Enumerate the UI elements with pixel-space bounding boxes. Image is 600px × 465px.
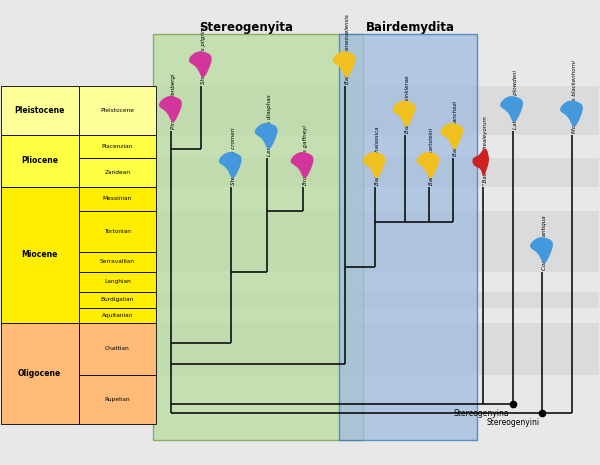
Text: Bairdemydita: Bairdemydita — [366, 21, 455, 34]
Bar — [79, 307, 157, 323]
Polygon shape — [501, 97, 522, 121]
Text: Rupelian: Rupelian — [104, 397, 130, 402]
Text: Latentemys plowdeni: Latentemys plowdeni — [512, 70, 518, 129]
Text: Bairdemys sanchezi: Bairdemys sanchezi — [452, 101, 458, 156]
Text: Serravallian: Serravallian — [100, 259, 135, 264]
Text: Piacenzian: Piacenzian — [102, 144, 133, 149]
Text: Cordichelys antiqua: Cordichelys antiqua — [542, 215, 547, 270]
Text: Bairdemys thalassica: Bairdemys thalassica — [375, 126, 380, 185]
Bar — [1, 135, 79, 186]
Text: Aquitanian: Aquitanian — [102, 313, 133, 318]
Polygon shape — [190, 52, 211, 77]
Bar — [1, 323, 599, 375]
Text: Stereogenyina: Stereogenyina — [454, 409, 509, 418]
Bar — [1, 186, 79, 323]
Bar — [154, 34, 363, 440]
Text: Stereogenys cromeri: Stereogenys cromeri — [231, 127, 236, 185]
Bar — [1, 323, 79, 424]
Bar — [79, 86, 157, 135]
Bar — [339, 34, 476, 440]
Bar — [79, 375, 157, 424]
Text: Langhian: Langhian — [104, 279, 131, 284]
Bar — [79, 135, 157, 158]
Text: Zandean: Zandean — [104, 170, 130, 175]
Bar — [79, 186, 157, 211]
Bar — [79, 272, 157, 292]
Text: Pleistocene: Pleistocene — [100, 108, 134, 113]
Polygon shape — [473, 149, 488, 175]
Bar — [79, 292, 157, 307]
Polygon shape — [393, 101, 415, 126]
Polygon shape — [363, 153, 385, 178]
Text: "Bairdemys" healeyorum: "Bairdemys" healeyorum — [482, 116, 488, 185]
Text: Pleistocene: Pleistocene — [14, 106, 65, 115]
Text: Burdigalian: Burdigalian — [101, 297, 134, 302]
Polygon shape — [160, 97, 181, 121]
Text: Brontochelys gaffneyi: Brontochelys gaffneyi — [303, 125, 308, 185]
Bar — [79, 323, 157, 375]
Text: Mogharemys blackenhorni: Mogharemys blackenhorni — [572, 60, 577, 133]
Text: Bairdemys hartsteini: Bairdemys hartsteini — [429, 128, 434, 185]
Text: Chattian: Chattian — [105, 346, 130, 352]
Polygon shape — [531, 238, 552, 263]
Polygon shape — [292, 153, 313, 178]
Bar — [79, 211, 157, 252]
Text: Tortonian: Tortonian — [104, 229, 131, 234]
Bar — [1, 252, 599, 272]
Polygon shape — [561, 101, 582, 126]
Polygon shape — [333, 52, 355, 77]
Polygon shape — [417, 153, 439, 178]
Bar — [79, 158, 157, 186]
Bar — [1, 211, 599, 252]
Text: Messinian: Messinian — [103, 197, 132, 201]
Text: Bairdemys winklerae: Bairdemys winklerae — [405, 76, 410, 133]
Bar — [79, 252, 157, 272]
Polygon shape — [256, 124, 277, 148]
Text: Stereogenyini: Stereogenyini — [487, 418, 539, 427]
Bar — [1, 86, 599, 135]
Polygon shape — [441, 124, 463, 148]
Bar — [1, 158, 599, 186]
Polygon shape — [220, 153, 241, 178]
Text: Pliocene: Pliocene — [21, 156, 58, 166]
Text: Shweboemys pilgrimi: Shweboemys pilgrimi — [201, 25, 206, 84]
Text: Lemurchelys diasphax: Lemurchelys diasphax — [267, 94, 272, 156]
Text: Bairdemys venezuelensis: Bairdemys venezuelensis — [345, 14, 350, 84]
Text: Stereogenyita: Stereogenyita — [199, 21, 293, 34]
Text: Piramys auffenbergi: Piramys auffenbergi — [171, 73, 176, 129]
Bar — [1, 292, 599, 307]
Text: Miocene: Miocene — [22, 251, 58, 259]
Text: Oligocene: Oligocene — [18, 369, 61, 378]
Bar — [1, 86, 79, 135]
